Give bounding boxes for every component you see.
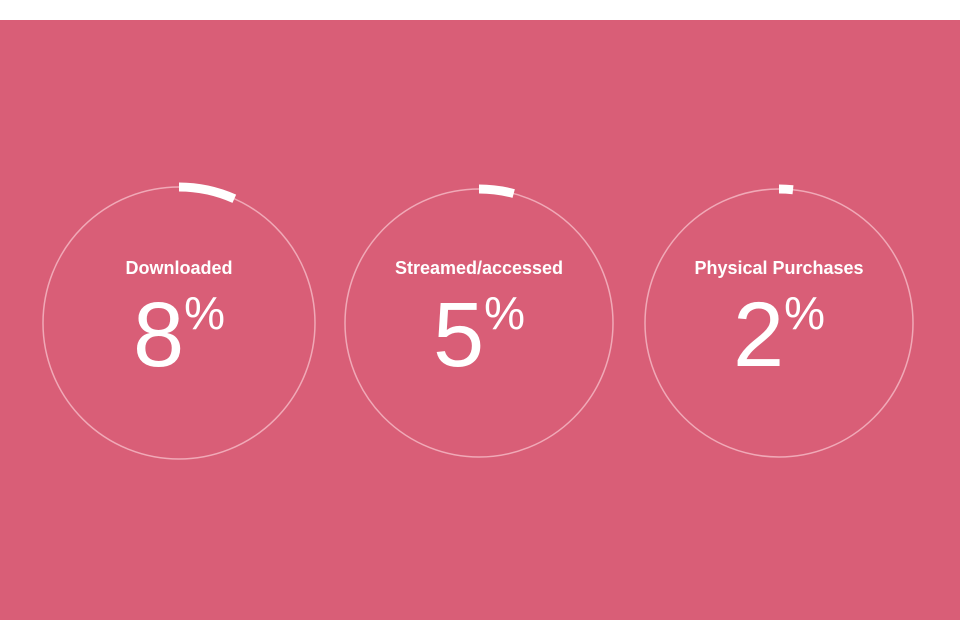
- gauge-label-physical: Physical Purchases: [694, 258, 864, 278]
- gauge-unit: %: [484, 287, 526, 339]
- gauge-label-streamed: Streamed/accessed: [394, 258, 564, 278]
- gauge-number: 5: [432, 284, 485, 386]
- gauge-arc: [178, 182, 237, 203]
- gauge-number: 2: [732, 284, 785, 386]
- gauge-arc: [778, 184, 794, 195]
- gauge-value-physical: 2%: [629, 285, 929, 385]
- gauge-arc: [478, 184, 515, 198]
- gauge-value-downloaded: 8%: [29, 285, 329, 385]
- gauge-label-downloaded: Downloaded: [125, 258, 233, 278]
- gauge-value-streamed: 5%: [329, 285, 629, 385]
- gauge-unit: %: [784, 287, 826, 339]
- infographic-panel: [0, 20, 960, 620]
- gauge-number: 8: [132, 284, 185, 386]
- gauge-unit: %: [184, 287, 226, 339]
